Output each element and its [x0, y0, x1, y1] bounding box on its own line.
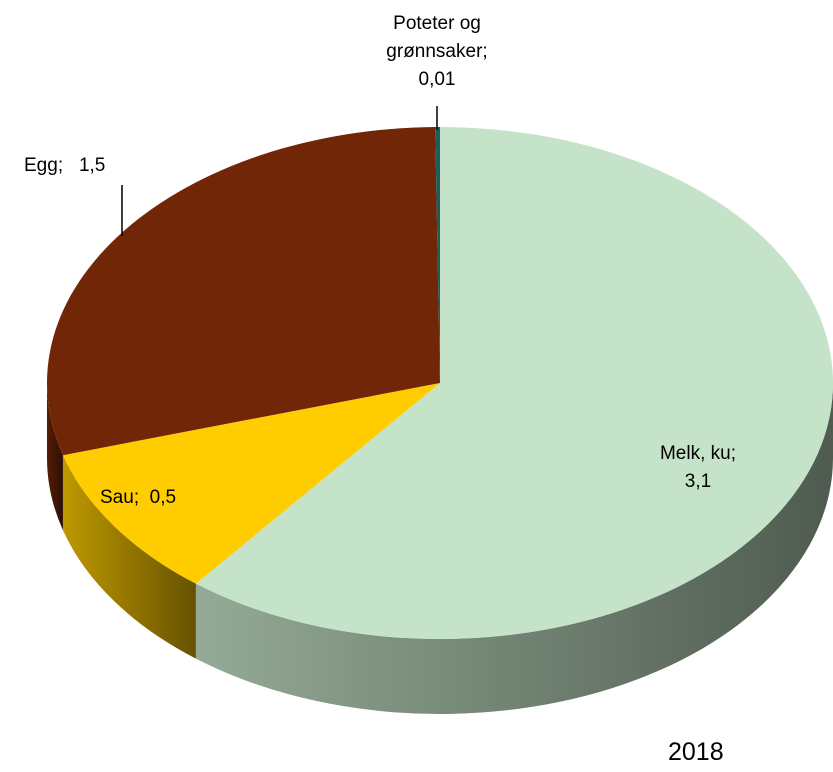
slice	[195, 127, 833, 639]
data-label: Egg; 1,5	[24, 155, 106, 176]
data-label: Sau; 0,5	[100, 487, 177, 508]
data-label: Melk, ku; 3,1	[659, 443, 737, 492]
slice-side	[62, 455, 196, 659]
slice-side	[195, 383, 833, 715]
slice	[435, 127, 440, 383]
annotation: 2018	[668, 738, 724, 766]
slice-side	[47, 383, 63, 531]
data-label: Poteter og grønnsaker; 0,01	[386, 13, 488, 90]
slice	[62, 383, 440, 584]
slice	[47, 127, 440, 456]
